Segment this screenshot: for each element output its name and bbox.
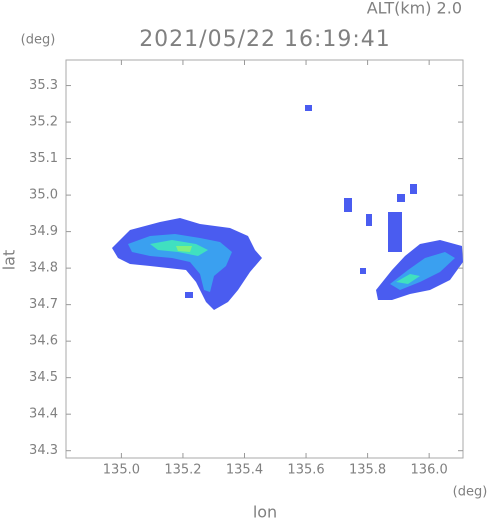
- y-tick-label: 34.8: [29, 261, 58, 276]
- plot-frame: [65, 59, 464, 459]
- y-tick-label: 34.4: [29, 407, 58, 422]
- y-tick-label: 34.3: [29, 443, 58, 458]
- altitude: ALT(km) 2.0: [367, 0, 462, 18]
- chart-title: 2021/05/22 16:19:41: [139, 27, 391, 52]
- y-tick-label: 34.6: [29, 334, 58, 349]
- y-tick-label: 34.5: [29, 370, 58, 385]
- x-tick-label: 135.2: [164, 463, 201, 478]
- x-tick-label: 135.0: [103, 463, 140, 478]
- y-tick-label: 35.1: [29, 151, 58, 166]
- x-unit: (deg): [453, 485, 488, 500]
- x-tick-label: 135.6: [287, 463, 324, 478]
- y-tick-label: 35.0: [29, 188, 58, 203]
- y-tick-label: 34.9: [29, 224, 58, 239]
- x-tick-label: 135.4: [226, 463, 263, 478]
- x-tick-label: 136.0: [411, 463, 448, 478]
- y-tick-label: 35.3: [29, 78, 58, 93]
- y-tick-label: 34.7: [29, 297, 58, 312]
- y-unit: (deg): [21, 33, 56, 48]
- radar-echo: [112, 105, 463, 310]
- y-label: lat: [0, 250, 19, 271]
- x-tick-label: 135.8: [349, 463, 386, 478]
- x-label: lon: [253, 503, 277, 521]
- y-tick-label: 35.2: [29, 115, 58, 130]
